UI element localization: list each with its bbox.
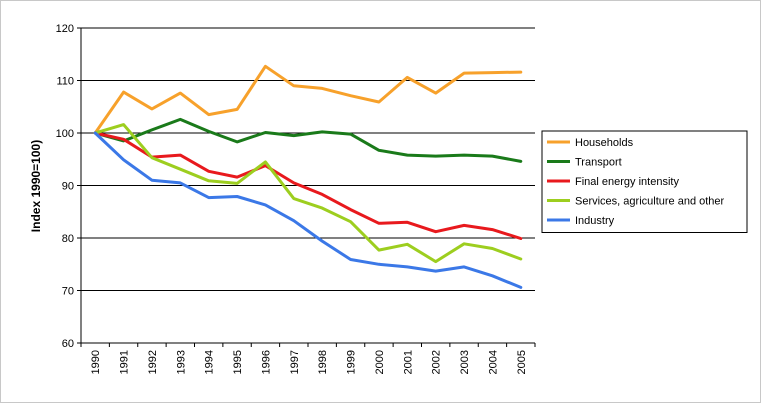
y-tick-label: 90	[62, 181, 74, 193]
series-line-final-energy-intensity	[93, 131, 523, 240]
legend-label: Services, agriculture and other	[575, 196, 725, 208]
series-line-households	[93, 64, 523, 135]
series-lines	[93, 64, 523, 289]
y-tick-label: 70	[62, 286, 74, 298]
x-tick-label: 1996	[260, 350, 272, 374]
y-axis-title: Index 1990=100)	[29, 140, 43, 232]
x-tick-label: 1997	[289, 350, 301, 374]
series-line-transport	[93, 117, 523, 163]
y-tick-label: 60	[62, 338, 74, 350]
y-tick-label: 120	[56, 23, 74, 35]
x-tick-label: 1992	[147, 350, 159, 374]
y-tick-label: 110	[56, 76, 74, 88]
x-tick-label: 1998	[317, 350, 329, 374]
x-tick-label: 2000	[374, 350, 386, 374]
legend-label: Final energy intensity	[575, 176, 679, 188]
axes: 60 70 80 90 100 110 120 1990 1991 1992 1993 1994 199…	[56, 23, 536, 374]
x-tick-label: 2003	[459, 350, 471, 374]
x-tick-label: 2001	[402, 350, 414, 374]
x-tick-label: 1991	[119, 350, 131, 374]
x-tick-label: 2004	[487, 350, 499, 374]
x-tick-label: 1994	[204, 350, 216, 374]
legend-box	[541, 130, 748, 233]
legend: Households Transport Final energy intensit…	[541, 130, 748, 233]
y-tick-label: 80	[62, 233, 74, 245]
legend-label: Households	[575, 137, 634, 149]
x-tick-label: 2002	[431, 350, 443, 374]
legend-label: Industry	[575, 215, 615, 227]
x-tick-label: 1999	[346, 350, 358, 374]
x-tick-label: 1995	[232, 350, 244, 374]
legend-label: Transport	[575, 157, 622, 169]
x-tick-label: 2005	[516, 350, 528, 374]
gridlines	[81, 27, 535, 291]
x-tick-label: 1993	[175, 350, 187, 374]
y-tick-label: 100	[56, 128, 74, 140]
series-line-services-agriculture-and-other	[93, 123, 523, 264]
x-tick-label: 1990	[90, 350, 102, 374]
series-line-industry	[93, 131, 523, 289]
